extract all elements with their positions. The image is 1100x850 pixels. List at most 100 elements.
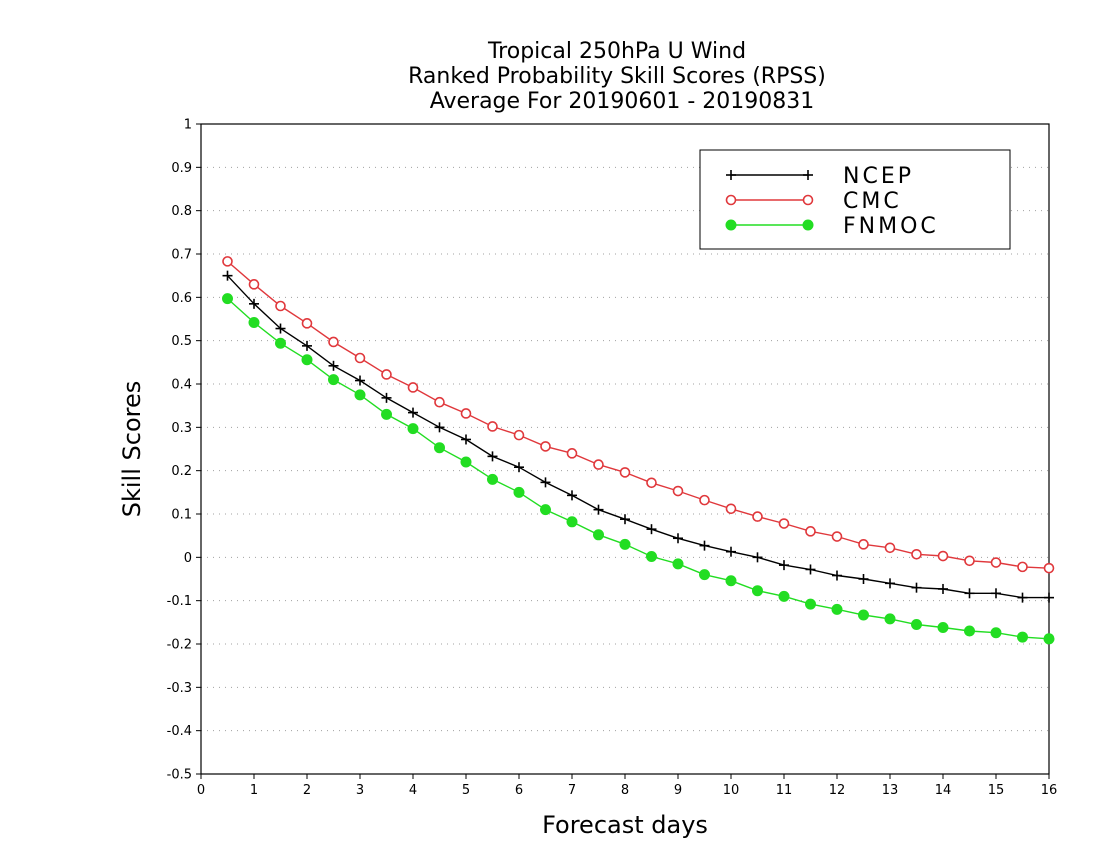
data-point-cmc	[328, 336, 339, 348]
y-tick-label: -0.5	[167, 768, 192, 783]
data-point-ncep	[381, 392, 392, 403]
data-point-cmc	[778, 518, 790, 529]
y-tick-label: 1	[184, 118, 192, 133]
data-point-cmc	[805, 526, 816, 537]
data-point-fnmoc	[911, 619, 922, 630]
data-point-fnmoc	[778, 590, 790, 602]
data-point-ncep	[249, 298, 259, 309]
data-point-fnmoc	[858, 609, 869, 621]
title-line-3: Average For 20190601 - 20190831	[430, 89, 815, 114]
data-point-cmc	[964, 555, 975, 567]
series-line-cmc	[227, 260, 1050, 569]
data-point-cmc	[1043, 562, 1055, 574]
x-tick-label: 7	[568, 783, 576, 798]
title-line-2: Ranked Probability Skill Scores (RPSS)	[408, 64, 826, 89]
y-tick-label: 0.9	[171, 161, 192, 176]
data-point-cmc	[248, 279, 260, 290]
data-point-fnmoc	[381, 408, 392, 420]
x-tick-label: 4	[409, 783, 417, 798]
data-point-cmc	[858, 539, 869, 550]
data-point-cmc	[752, 511, 763, 522]
legend-marker-cmc	[802, 194, 814, 206]
data-point-fnmoc	[407, 423, 419, 435]
data-point-fnmoc	[646, 550, 657, 562]
data-point-fnmoc	[964, 625, 975, 637]
data-point-fnmoc	[752, 585, 763, 597]
data-point-ncep	[1017, 592, 1028, 603]
data-point-fnmoc	[884, 613, 896, 625]
data-point-fnmoc	[354, 389, 366, 401]
data-point-fnmoc	[222, 293, 233, 305]
data-point-ncep	[673, 533, 683, 544]
data-point-ncep	[885, 578, 895, 589]
data-point-ncep	[408, 407, 418, 418]
data-point-cmc	[513, 429, 525, 441]
data-point-ncep	[593, 504, 604, 515]
series-line-ncep	[226, 275, 1049, 599]
y-tick-label: 0.5	[171, 334, 192, 349]
data-point-cmc	[354, 352, 366, 364]
x-tick-label: 14	[935, 783, 952, 798]
data-point-ncep	[222, 270, 233, 281]
data-point-cmc	[672, 485, 684, 497]
data-point-fnmoc	[619, 538, 631, 550]
y-tick-label: -0.1	[167, 594, 192, 609]
data-point-ncep	[328, 360, 339, 371]
x-tick-label: 0	[197, 783, 205, 798]
y-tick-label: -0.2	[167, 638, 192, 653]
legend-label-cmc: CMC	[843, 189, 902, 214]
data-point-cmc	[540, 441, 551, 452]
data-point-ncep	[832, 570, 842, 581]
data-point-fnmoc	[593, 529, 604, 541]
x-tick-label: 12	[829, 783, 846, 798]
data-point-cmc	[434, 396, 445, 408]
y-axis-label: Skill Scores	[118, 381, 146, 518]
series-ncep	[222, 270, 1054, 603]
data-point-ncep	[302, 340, 312, 351]
axes: -0.5 -0.4 -0.3 -0.2 -0.1 0 0.1 0.2 0.3 0.4 0.5 0.6 0…	[167, 118, 1058, 799]
legend-marker-fnmoc	[725, 219, 737, 231]
data-point-fnmoc	[301, 354, 313, 366]
data-point-cmc	[222, 256, 233, 267]
x-tick-label: 2	[303, 783, 311, 798]
data-point-ncep	[938, 583, 948, 594]
data-point-ncep	[699, 540, 710, 551]
data-point-fnmoc	[831, 603, 843, 615]
y-tick-label: 0.3	[171, 421, 192, 436]
legend-marker-fnmoc	[802, 219, 814, 231]
data-point-fnmoc	[487, 473, 498, 485]
x-tick-label: 8	[621, 783, 629, 798]
x-tick-label: 16	[1041, 783, 1058, 798]
data-point-ncep	[646, 524, 657, 535]
y-tick-label: 0.6	[171, 291, 192, 306]
data-point-fnmoc	[725, 575, 737, 587]
data-point-ncep	[514, 462, 524, 473]
data-point-fnmoc	[937, 622, 949, 634]
y-tick-label: 0.4	[171, 378, 192, 393]
data-point-cmc	[593, 459, 604, 470]
data-point-cmc	[937, 550, 949, 562]
legend-entry-ncep: NCEP	[726, 164, 911, 189]
x-tick-label: 11	[776, 783, 793, 798]
series-cmc	[222, 256, 1055, 574]
data-point-cmc	[699, 494, 710, 506]
data-point-cmc	[1017, 561, 1028, 573]
x-tick-label: 5	[462, 783, 470, 798]
legend-entry-fnmoc: FNMOC	[725, 214, 936, 239]
data-point-ncep	[1044, 592, 1054, 603]
data-point-ncep	[752, 552, 763, 563]
legend-marker-ncep	[803, 170, 813, 180]
data-point-ncep	[461, 434, 471, 445]
x-tick-label: 10	[723, 783, 740, 798]
data-point-ncep	[434, 422, 445, 433]
x-tick-label: 3	[356, 783, 364, 798]
data-point-cmc	[990, 557, 1002, 568]
data-point-ncep	[487, 451, 498, 462]
data-point-fnmoc	[248, 316, 260, 328]
legend-box	[699, 149, 1011, 250]
data-point-ncep	[355, 375, 365, 386]
data-point-fnmoc	[328, 374, 339, 386]
